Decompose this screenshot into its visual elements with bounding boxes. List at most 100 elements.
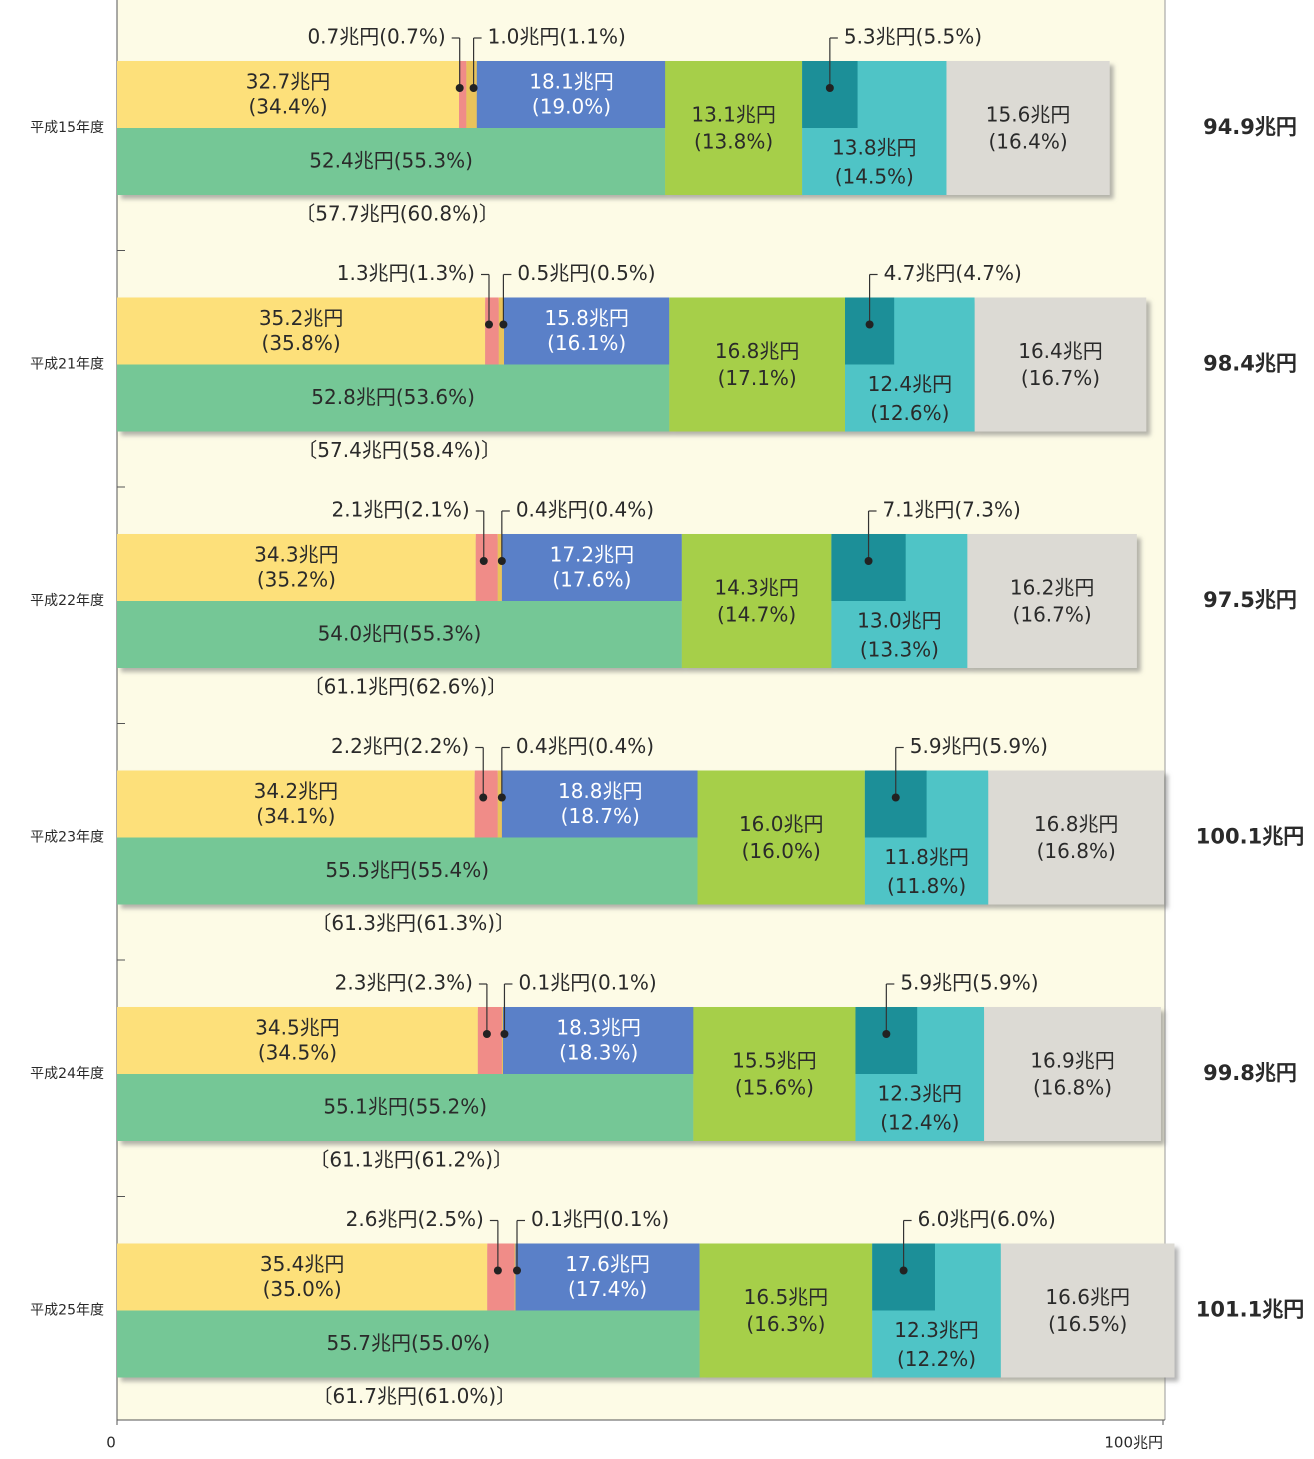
bar-segment [474,770,498,838]
bar-segment [117,297,486,365]
leader-dot [864,557,873,565]
leader-dot [500,1030,509,1038]
y-tick-label: 平成21年度 [30,357,104,373]
value-label: 52.4兆円(55.3%) [309,149,473,173]
total-label: 97.5兆円 [1203,588,1297,612]
value-label: (18.3%) [559,1041,638,1065]
bar-segment [117,1243,488,1311]
value-label: 12.3兆円 [894,1318,979,1342]
bar-segment [502,1007,695,1074]
bar-segment [475,534,498,601]
bar-segment [974,297,1147,432]
bar-segment [1000,1243,1175,1378]
bar-segment [117,770,475,838]
bar-group [117,770,1165,905]
value-label: 2.2兆円(2.2%) [331,734,469,758]
value-label: 0.1兆円(0.1%) [531,1207,669,1231]
value-label: 34.3兆円 [254,543,339,567]
value-label: 7.1兆円(7.3%) [883,498,1021,522]
value-label: 16.0兆円 [739,812,824,836]
value-label: (34.1%) [256,804,335,828]
bar-segment [501,534,682,601]
x-tick-label: 0 [106,1434,116,1452]
leader-dot [513,1266,522,1275]
bar-segment [514,1243,516,1311]
bar-segment [669,297,846,432]
leader-dot [493,1266,502,1275]
value-label: (12.2%) [897,1347,976,1371]
value-label: (16.8%) [1033,1076,1112,1100]
value-label: 17.2兆円 [550,543,635,567]
subtotal-label: 〔61.3兆円(61.3%)〕 [311,911,515,935]
value-label: (34.5%) [258,1041,337,1065]
total-label: 101.1兆円 [1196,1298,1304,1322]
leader-dot [899,1266,908,1275]
value-label: 13.1兆円 [691,103,776,127]
value-label: 13.0兆円 [857,609,942,633]
value-label: 5.9兆円(5.9%) [910,734,1048,758]
value-label: (17.6%) [552,568,631,592]
value-label: 52.8兆円(53.6%) [311,385,475,409]
bar-segment [117,601,682,668]
bar-segment [117,1310,700,1378]
x-tick-label: 100兆円 [1104,1434,1163,1452]
leader-dot [891,793,900,802]
value-label: (34.4%) [248,95,327,119]
value-label: (15.6%) [735,1076,814,1100]
leader-dot [484,320,493,329]
bar-segment [497,534,502,601]
bar-group [117,297,1147,432]
bar-segment [699,1243,873,1378]
subtotal-label: 〔61.7兆円(61.0%)〕 [312,1384,516,1408]
leader-dot [825,84,834,92]
bar-segment [515,1243,700,1311]
y-tick-label: 平成24年度 [30,1066,104,1082]
bar-segment [117,1007,478,1074]
value-label: 55.5兆円(55.4%) [325,858,489,882]
value-label: 12.4兆円 [868,372,953,396]
value-label: (35.2%) [257,568,336,592]
value-label: 18.1兆円 [529,70,614,94]
value-label: (11.8%) [887,874,966,898]
value-label: (18.7%) [561,804,640,828]
total-label: 100.1兆円 [1196,825,1304,849]
bar-segment [665,61,803,195]
value-label: 1.3兆円(1.3%) [337,261,475,285]
value-label: 0.7兆円(0.7%) [307,25,445,49]
total-label: 94.9兆円 [1203,115,1297,139]
value-label: (16.8%) [1037,839,1116,863]
bar-segment [501,1007,503,1074]
bar-segment [117,364,670,432]
leader-dot [479,557,488,565]
value-label: (35.0%) [263,1277,342,1301]
value-label: (16.7%) [1013,603,1092,627]
value-label: 2.1兆円(2.1%) [332,498,470,522]
value-label: 34.2兆円 [254,779,339,803]
leader-dot [455,84,464,92]
bar-segment [117,128,666,195]
subtotal-label: 〔61.1兆円(61.2%)〕 [309,1148,513,1172]
leader-dot [497,793,506,802]
subtotal-label: 〔57.4兆円(58.4%)〕 [297,438,501,462]
subtotal-label: 〔57.7兆円(60.8%)〕 [295,202,499,226]
leader-dot [865,320,874,329]
total-label: 98.4兆円 [1203,352,1297,376]
value-label: 1.0兆円(1.1%) [488,25,626,49]
value-label: 35.2兆円 [259,306,344,330]
leader-dot [882,1030,891,1038]
value-label: (16.7%) [1021,366,1100,390]
bar-segment [504,297,670,365]
value-label: (16.4%) [988,130,1067,154]
bar-group [117,1007,1161,1141]
value-label: (17.4%) [568,1277,647,1301]
bar-segment [693,1007,856,1141]
value-label: 15.5兆円 [732,1049,817,1073]
value-label: 18.8兆円 [558,779,643,803]
value-label: 32.7兆円 [246,70,331,94]
value-label: 55.7兆円(55.0%) [326,1331,490,1355]
value-label: 16.5兆円 [744,1285,829,1309]
value-label: (14.5%) [835,165,914,189]
value-label: 5.9兆円(5.9%) [900,971,1038,995]
bar-segment [485,297,499,365]
